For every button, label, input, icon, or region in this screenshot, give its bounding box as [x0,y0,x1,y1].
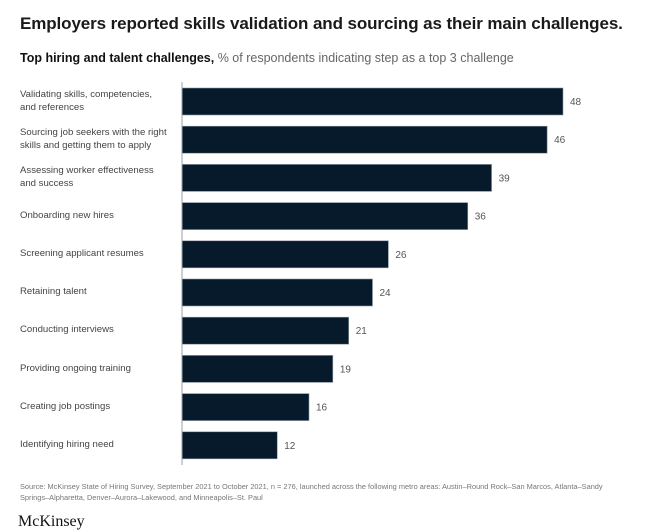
category-label: Conducting interviews [20,324,114,336]
bar [181,278,373,307]
bar [181,164,492,192]
value-label: 39 [499,173,511,184]
subtitle-bold: Top hiring and talent challenges, [20,51,215,65]
chart-title: Employers reported skills validation and… [20,14,623,33]
bar [181,393,310,421]
value-label: 36 [475,212,487,223]
bar [181,316,349,345]
value-label: 24 [380,288,392,299]
bar [181,431,278,460]
category-label: Providing ongoing training [20,362,131,374]
category-label: Sourcing job seekers with the right skil… [20,127,167,151]
value-label: 16 [316,403,328,414]
value-label: 48 [570,97,582,108]
bar [181,87,564,116]
category-label: Creating job postings [20,400,111,412]
bar [181,202,469,230]
category-label: Assessing worker effectiveness and succe… [20,165,154,189]
bar [181,355,334,383]
value-label: 19 [340,364,352,375]
chart-subtitle: Top hiring and talent challenges, % of r… [20,51,514,65]
category-label: Screening applicant resumes [20,248,144,260]
category-label: Retaining talent [20,286,87,298]
category-label: Validating skills, competencies, and ref… [20,89,153,113]
value-label: 21 [356,326,368,337]
mckinsey-logo: McKinsey [18,513,85,530]
bar [181,125,548,154]
value-label: 26 [395,250,407,261]
value-label: 12 [284,441,296,452]
category-label: Onboarding new hires [20,209,114,221]
category-label: Identifying hiring need [20,439,114,451]
bar [181,240,389,269]
value-label: 46 [554,135,566,146]
subtitle-unit: % of respondents indicating step as a to… [217,51,514,65]
source-note: Source: McKinsey State of Hiring Survey,… [20,482,603,502]
